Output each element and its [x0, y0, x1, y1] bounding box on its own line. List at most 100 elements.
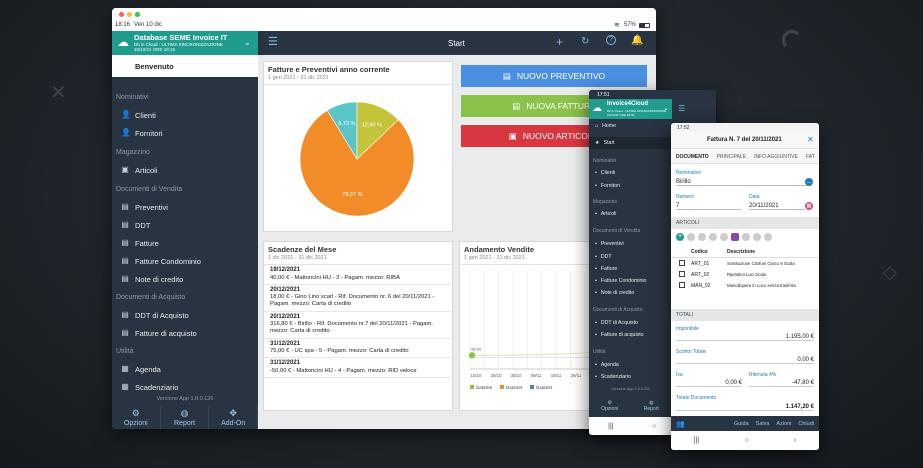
sidebar-item-fatture-condominio[interactable]: ▤ Fatture Condominio	[112, 252, 258, 270]
phone1-item-fornitori[interactable]: • Fornitori	[589, 180, 672, 192]
row-date: 19/12/2021	[270, 267, 301, 273]
recent-apps-icon[interactable]: |||	[693, 437, 700, 444]
table-row[interactable]: ART_02 Ripristino Luci Scala	[671, 269, 819, 280]
new-item-label: NUOVO ARTICOLO	[522, 131, 600, 141]
chevron-down-icon[interactable]: ⌄	[244, 38, 251, 47]
phone1-item-ddt[interactable]: ▪ DDT	[589, 251, 672, 263]
sidebar-item-fatture-acquisto[interactable]: ▤ Fatture di acquisto	[112, 324, 258, 342]
welcome-item[interactable]: Benvenuto	[112, 55, 258, 77]
people-icon[interactable]: 👥	[676, 420, 685, 428]
recent-apps-icon[interactable]: |||	[608, 422, 614, 430]
sidebar-item-ddt-acquisto[interactable]: ▤ DDT di Acquisto	[112, 306, 258, 324]
row-checkbox[interactable]	[679, 270, 685, 277]
tab-info-aggiuntive[interactable]: INFO AGGIUNTIVE	[754, 154, 798, 160]
calendar-icon[interactable]: ▦	[805, 202, 813, 210]
x-tick-label: 29/11	[571, 373, 582, 378]
delete-row-icon[interactable]	[698, 233, 706, 241]
azioni-button[interactable]: Azioni	[776, 420, 792, 427]
guida-button[interactable]: Guida	[733, 420, 749, 427]
phone1-item-articoli[interactable]: ▪ Articoli	[589, 208, 672, 220]
sync-icon[interactable]: ↻	[581, 36, 590, 47]
minimize-dot[interactable]	[127, 12, 132, 17]
sidebar-item-note-credito[interactable]: ▤ Note di credito	[112, 270, 258, 288]
move-down-icon[interactable]	[720, 233, 728, 241]
phone2-tabs: DOCUMENTO PRINCIPALE INFO AGGIUNTIVE FAT	[671, 150, 819, 164]
more-icon[interactable]: …	[805, 178, 813, 186]
phone1-item-clienti[interactable]: • Clienti	[589, 167, 672, 179]
table-row[interactable]: MAN_02 Manodopera in Loco senza trasferta	[671, 280, 819, 291]
phone1-item-preventivi[interactable]: ▪ Preventivi	[589, 238, 672, 250]
phone1-item-ddt-acquisto[interactable]: ▪ DDT di Acquisto	[589, 317, 672, 329]
edit-row-icon[interactable]	[687, 233, 695, 241]
phone1-item-scadenziario[interactable]: ▪ Scadenziario	[589, 371, 672, 383]
phone1-item-start[interactable]: ★ Start	[589, 137, 672, 149]
sidebar-item-fornitori[interactable]: 👤 Fornitori	[112, 124, 258, 142]
back-icon[interactable]: ‹	[793, 437, 797, 444]
phone1-report-button[interactable]: ◍ Report	[631, 395, 673, 417]
add-icon[interactable]: +	[556, 35, 564, 49]
add-row-icon[interactable]: +	[676, 233, 684, 241]
database-header[interactable]: ☁ Database SEME Invoice IT Db in Cloud -…	[112, 31, 258, 55]
maximize-dot[interactable]	[135, 12, 140, 17]
move-up-icon[interactable]	[709, 233, 717, 241]
discount-icon[interactable]	[764, 233, 772, 241]
nominativo-field[interactable]: Birillo	[676, 179, 808, 186]
sidebar-item-scadenziario[interactable]: ▦ Scadenziario	[112, 378, 258, 396]
home-button-icon[interactable]: ○	[744, 437, 749, 444]
tab-fatturazione[interactable]: FAT	[805, 154, 815, 160]
sidebar-item-agenda[interactable]: ▦ Agenda	[112, 360, 258, 378]
tab-principale[interactable]: PRINCIPALE	[716, 154, 747, 160]
imponibile-label: Imponibile	[676, 326, 699, 332]
phone1-item-fatture-condominio[interactable]: ▪ Fatture Condominio	[589, 275, 672, 287]
data-field[interactable]: 20/11/2021	[749, 203, 805, 210]
list-item[interactable]: 19/12/2021 40,00 € - Mattoncini HU - 3 - …	[264, 265, 452, 285]
new-quote-label: NUOVO PREVENTIVO	[516, 71, 606, 81]
phone1-item-note-credito[interactable]: ▪ Note di credito	[589, 287, 672, 299]
home-button-icon[interactable]: ○	[651, 422, 657, 430]
addon-button[interactable]: ✥ Add-On	[209, 405, 259, 429]
table-row[interactable]: ART_01 Sostituzione Citofoni Civico 9 Sca…	[671, 258, 819, 269]
sidebar-item-clienti[interactable]: 👤 Clienti	[112, 106, 258, 124]
sidebar-item-ddt[interactable]: ▤ DDT	[112, 216, 258, 234]
bell-icon[interactable]: 🔔	[631, 35, 644, 46]
addon-label: Add-On	[221, 419, 246, 427]
salva-button[interactable]: Salva	[755, 420, 770, 427]
row-checkbox[interactable]	[679, 281, 685, 288]
list-item[interactable]: 20/12/2021 316,80 € - Birillo - Rif. Docu…	[264, 312, 452, 339]
list-item[interactable]: 31/12/2021 75,00 € - UC spa - 5 - Pagam. …	[264, 339, 452, 359]
sidebar-item-label: Fatture Condominio	[135, 256, 201, 266]
phone1-opzioni-button[interactable]: ⚙ Opzioni	[589, 395, 631, 417]
box-icon: ▣	[508, 130, 517, 141]
barcode-icon[interactable]	[731, 233, 739, 241]
row-text: 75,00 € - UC spa - 5 - Pagam. mezzo: Car…	[270, 348, 409, 355]
numero-field[interactable]: 7	[676, 203, 741, 210]
tab-documento[interactable]: DOCUMENTO	[676, 154, 709, 160]
close-icon[interactable]: ✕	[807, 135, 814, 144]
copy-row-icon[interactable]	[742, 233, 750, 241]
sidebar-item-label: Note di credito	[135, 274, 184, 284]
menu-icon[interactable]: ☰	[672, 99, 716, 119]
sidebar-item-fatture[interactable]: ▤ Fatture	[112, 234, 258, 252]
menu-icon[interactable]: ☰	[268, 36, 278, 48]
list-item[interactable]: 31/12/2021 -50,00 € - Mattoncini HU - 4 -…	[264, 358, 452, 379]
new-quote-button[interactable]: ▤ NUOVO PREVENTIVO	[461, 65, 647, 87]
phone1-item-fatture-acquisto[interactable]: ▪ Fatture di acquisto	[589, 329, 672, 341]
note-icon[interactable]	[753, 233, 761, 241]
sconto-value[interactable]: 0,00 €	[676, 357, 814, 364]
opzioni-button[interactable]: ⚙ Opzioni	[112, 405, 161, 429]
report-button[interactable]: ◍ Report	[161, 405, 210, 429]
phone1-item-home[interactable]: ⌂ Home	[589, 120, 672, 132]
phone1-item-agenda[interactable]: ▪ Agenda	[589, 359, 672, 371]
sidebar-item-articoli[interactable]: ▣ Articoli	[112, 161, 258, 179]
chiudi-button[interactable]: Chiudi	[798, 420, 814, 427]
phone1-item-fatture[interactable]: ▪ Fatture	[589, 263, 672, 275]
list-item[interactable]: 20/12/2021 18,00 € - Gino Lino scarl - Ri…	[264, 285, 452, 312]
sidebar-item-label: Scadenziario	[135, 382, 179, 392]
sidebar-item-preventivi[interactable]: ▤ Preventivi	[112, 198, 258, 216]
help-icon[interactable]: ?	[606, 35, 616, 45]
close-dot[interactable]	[119, 12, 124, 17]
phone1-header[interactable]: ☁ Invoice4Cloud Db in Cloud - ULTIMA SIN…	[589, 99, 672, 119]
row-checkbox[interactable]	[679, 259, 685, 266]
document-icon: ▤	[121, 256, 129, 265]
chevron-down-icon[interactable]: ⌄	[663, 105, 669, 112]
